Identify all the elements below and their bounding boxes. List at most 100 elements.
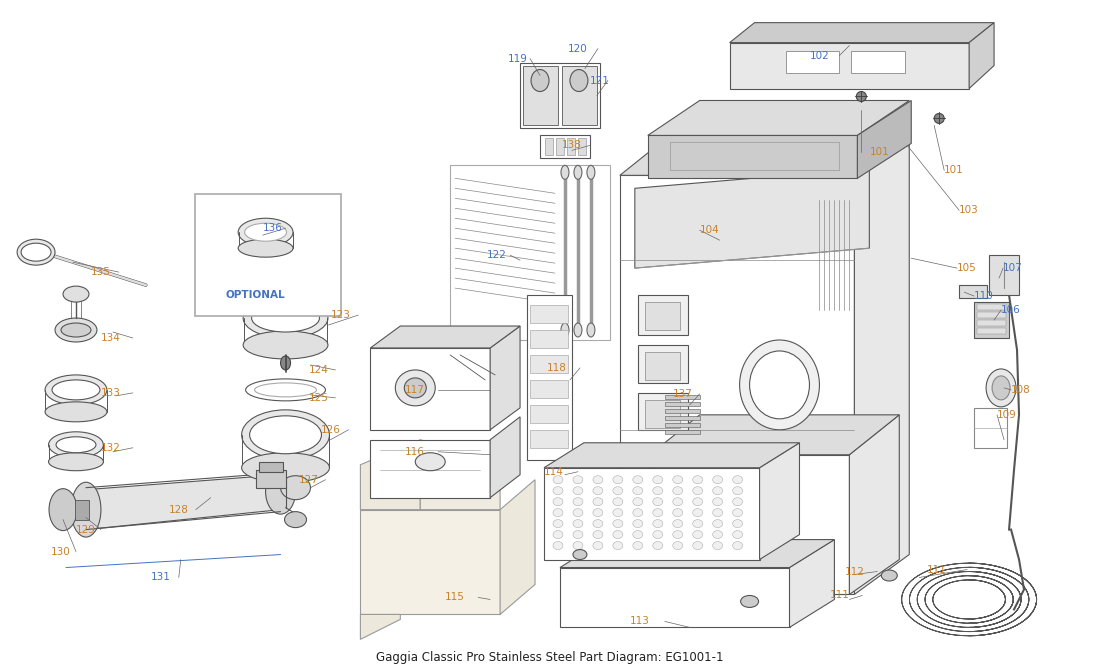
Polygon shape (664, 423, 700, 427)
Ellipse shape (632, 531, 642, 539)
Ellipse shape (613, 498, 623, 506)
FancyBboxPatch shape (195, 195, 341, 316)
Ellipse shape (573, 519, 583, 527)
Ellipse shape (593, 531, 603, 539)
Text: 106: 106 (1001, 305, 1021, 315)
Polygon shape (989, 255, 1019, 295)
Polygon shape (638, 295, 688, 335)
Ellipse shape (52, 380, 100, 400)
Polygon shape (849, 415, 900, 595)
Ellipse shape (593, 541, 603, 550)
Text: 131: 131 (151, 572, 170, 582)
Ellipse shape (733, 531, 742, 539)
Polygon shape (729, 42, 969, 89)
Polygon shape (857, 101, 911, 178)
Ellipse shape (673, 476, 683, 484)
Polygon shape (420, 440, 500, 510)
Ellipse shape (713, 476, 723, 484)
Ellipse shape (405, 378, 427, 398)
Ellipse shape (56, 437, 96, 453)
Ellipse shape (553, 476, 563, 484)
Polygon shape (530, 355, 568, 373)
Polygon shape (371, 348, 491, 430)
Polygon shape (530, 405, 568, 423)
Ellipse shape (561, 165, 569, 179)
Ellipse shape (713, 486, 723, 495)
Ellipse shape (395, 370, 436, 406)
Text: 123: 123 (330, 310, 350, 320)
Polygon shape (620, 175, 855, 595)
Polygon shape (729, 23, 994, 42)
Ellipse shape (857, 91, 867, 101)
Text: 127: 127 (298, 474, 318, 484)
Text: 135: 135 (91, 267, 111, 277)
Polygon shape (361, 510, 500, 615)
Ellipse shape (570, 70, 587, 91)
Ellipse shape (573, 541, 583, 550)
Polygon shape (977, 320, 1007, 326)
Ellipse shape (63, 286, 89, 302)
Text: 107: 107 (1003, 263, 1023, 273)
Ellipse shape (693, 531, 703, 539)
Polygon shape (969, 23, 994, 89)
Ellipse shape (238, 218, 293, 246)
Ellipse shape (250, 416, 321, 454)
Ellipse shape (673, 541, 683, 550)
Text: 111: 111 (927, 564, 947, 574)
Text: 122: 122 (487, 250, 507, 260)
Ellipse shape (573, 498, 583, 506)
Text: 105: 105 (957, 263, 977, 273)
Ellipse shape (593, 519, 603, 527)
Ellipse shape (573, 476, 583, 484)
Polygon shape (977, 312, 1007, 318)
Text: 138: 138 (562, 140, 582, 150)
Ellipse shape (673, 531, 683, 539)
Ellipse shape (593, 498, 603, 506)
Polygon shape (361, 615, 400, 639)
Polygon shape (959, 285, 987, 298)
Ellipse shape (739, 340, 820, 430)
Ellipse shape (574, 323, 582, 337)
Polygon shape (86, 474, 280, 529)
Ellipse shape (553, 486, 563, 495)
Ellipse shape (45, 402, 107, 422)
Polygon shape (645, 302, 680, 330)
Polygon shape (540, 136, 590, 158)
Text: 114: 114 (544, 467, 564, 476)
Ellipse shape (587, 165, 595, 179)
Ellipse shape (652, 541, 663, 550)
Polygon shape (560, 539, 835, 568)
Text: 133: 133 (101, 388, 121, 398)
Text: 134: 134 (101, 333, 121, 343)
Text: 124: 124 (308, 365, 329, 375)
Ellipse shape (986, 369, 1016, 407)
Polygon shape (790, 539, 835, 627)
Polygon shape (664, 416, 700, 420)
Text: 119: 119 (508, 54, 528, 64)
Text: 103: 103 (959, 205, 979, 215)
Polygon shape (520, 62, 600, 128)
Text: 101: 101 (944, 165, 964, 175)
Polygon shape (371, 326, 520, 348)
Ellipse shape (693, 486, 703, 495)
Ellipse shape (632, 486, 642, 495)
Text: 120: 120 (568, 44, 587, 54)
Polygon shape (544, 138, 553, 156)
Text: 108: 108 (1011, 385, 1031, 395)
Ellipse shape (252, 304, 319, 332)
Ellipse shape (573, 509, 583, 517)
Text: 115: 115 (446, 592, 465, 603)
Ellipse shape (265, 469, 296, 514)
Text: 104: 104 (700, 225, 719, 236)
Text: 128: 128 (168, 505, 189, 515)
Ellipse shape (553, 498, 563, 506)
Ellipse shape (587, 323, 595, 337)
Polygon shape (530, 380, 568, 398)
Ellipse shape (245, 379, 326, 401)
Ellipse shape (531, 70, 549, 91)
Text: 130: 130 (51, 547, 70, 556)
Ellipse shape (652, 486, 663, 495)
Ellipse shape (673, 519, 683, 527)
Ellipse shape (553, 531, 563, 539)
Ellipse shape (693, 509, 703, 517)
